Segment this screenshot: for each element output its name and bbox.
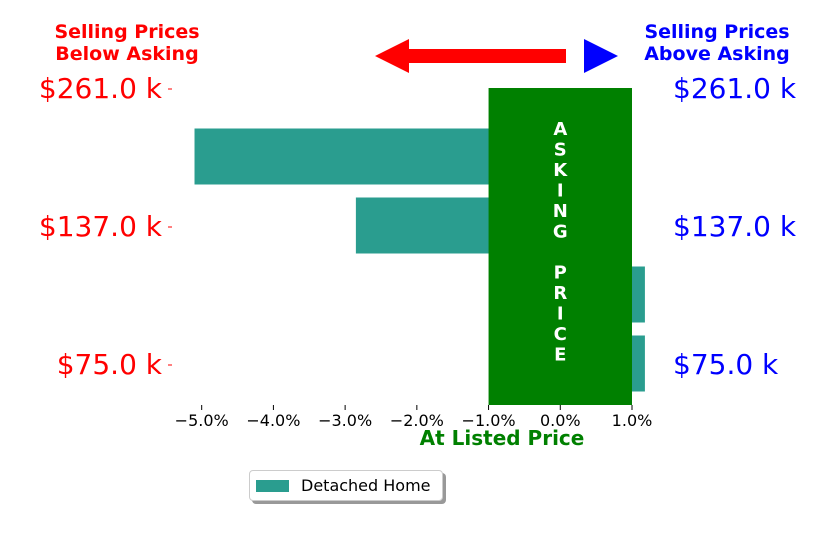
band-letter-4: N: [553, 201, 568, 222]
band-letter-5: G: [553, 222, 568, 243]
y-tick-label-left-0: $261.0 k: [39, 72, 163, 105]
x-tick-label-6: 1.0%: [612, 411, 653, 430]
y-tick-label-right-1: $137.0 k: [673, 210, 797, 243]
above-asking-title-line2: Above Asking: [644, 43, 790, 65]
band-letter-0: A: [553, 119, 567, 140]
left-arrow-icon: [375, 39, 566, 73]
x-axis-title: At Listed Price: [420, 426, 585, 450]
x-tick-label-5: 0.0%: [540, 411, 581, 430]
band-letter-7: P: [554, 263, 567, 284]
x-tick-label-4: −1.0%: [462, 411, 516, 430]
band-letter-2: K: [553, 160, 568, 181]
legend-label: Detached Home: [301, 476, 431, 495]
legend-swatch: [256, 479, 289, 492]
band-letter-8: R: [553, 283, 567, 304]
asking-price-band: [488, 88, 632, 405]
y-tick-label-left-2: $75.0 k: [57, 348, 163, 381]
x-tick-label-1: −4.0%: [246, 411, 300, 430]
x-tick-label-0: −5.0%: [175, 411, 229, 430]
above-asking-title-line1: Selling Prices: [644, 21, 789, 43]
band-letter-9: I: [557, 304, 564, 325]
right-arrow-icon: [584, 39, 618, 73]
band-letter-1: S: [554, 140, 567, 161]
band-letter-11: E: [554, 345, 566, 366]
y-tick-label-right-2: $75.0 k: [673, 348, 779, 381]
band-letter-3: I: [557, 181, 564, 202]
band-letter-10: C: [554, 324, 567, 345]
y-tick-label-left-1: $137.0 k: [39, 210, 163, 243]
x-tick-label-2: −3.0%: [318, 411, 372, 430]
y-tick-label-right-0: $261.0 k: [673, 72, 797, 105]
x-tick-label-3: −2.0%: [390, 411, 444, 430]
below-asking-title-line2: Below Asking: [55, 43, 198, 65]
legend: Detached Home: [249, 470, 443, 501]
below-asking-title-line1: Selling Prices: [54, 21, 199, 43]
